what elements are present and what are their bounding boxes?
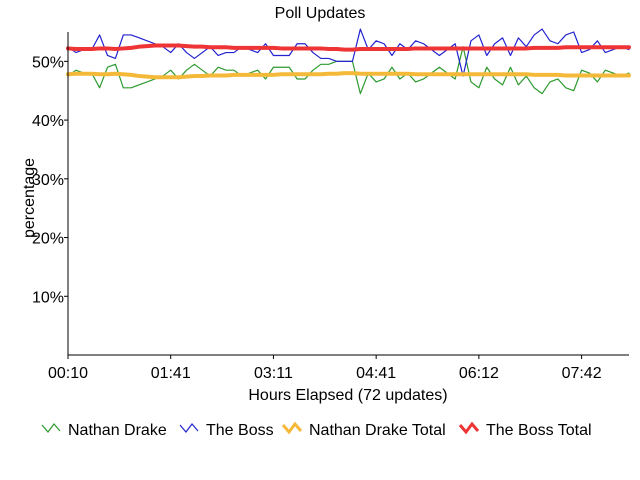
legend: Nathan Drake The Boss Nathan Drake Total Th… <box>41 421 592 439</box>
y-tick-label: 40% <box>32 113 64 130</box>
series-line-nathan-drake <box>67 46 630 95</box>
legend-entry-label: The Boss <box>206 422 274 439</box>
x-tick-label: 01:41 <box>151 365 191 382</box>
x-axis-label: Hours Elapsed (72 updates) <box>248 387 447 404</box>
x-tick-label: 00:10 <box>48 365 88 382</box>
series-line-the-boss-total <box>66 43 631 52</box>
x-tick-label: 04:41 <box>356 365 396 382</box>
chart-title: Poll Updates <box>275 5 366 22</box>
y-axis-ticks: 10% 20% 30% 40% 50% <box>32 54 68 306</box>
legend-entry-label: Nathan Drake Total <box>309 422 446 439</box>
y-axis-label: percentage <box>21 158 38 238</box>
y-tick-label: 50% <box>32 54 64 71</box>
legend-swatch <box>41 423 61 433</box>
legend-entry-label: The Boss Total <box>486 422 592 439</box>
legend-swatch <box>179 423 199 433</box>
x-tick-label: 07:42 <box>562 365 602 382</box>
legend-entry-label: Nathan Drake <box>68 422 167 439</box>
y-tick-label: 20% <box>32 231 64 248</box>
x-tick-label: 06:12 <box>459 365 499 382</box>
legend-swatch <box>458 421 480 435</box>
x-tick-label: 03:11 <box>254 365 293 382</box>
series-line-the-boss <box>67 28 630 77</box>
y-tick-label: 10% <box>32 289 64 306</box>
plot-series <box>66 28 631 95</box>
legend-swatch <box>281 421 303 435</box>
y-tick-label: 30% <box>32 172 64 189</box>
series-line-nathan-drake-total <box>66 71 631 80</box>
